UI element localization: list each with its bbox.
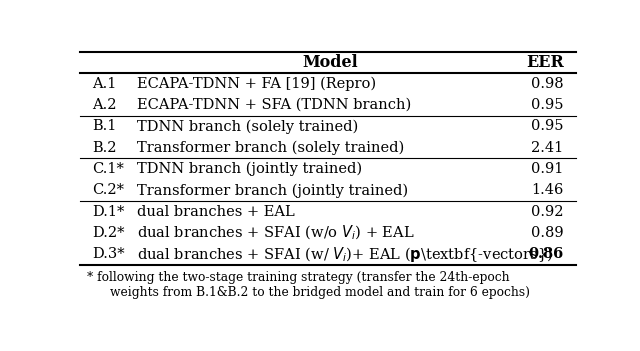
Text: D.3*: D.3* xyxy=(92,247,125,261)
Text: * following the two-stage training strategy (transfer the 24th-epoch: * following the two-stage training strat… xyxy=(88,271,510,284)
Text: ECAPA-TDNN + FA [19] (Repro): ECAPA-TDNN + FA [19] (Repro) xyxy=(137,77,376,91)
Text: 0.92: 0.92 xyxy=(531,205,564,219)
Text: TDNN branch (solely trained): TDNN branch (solely trained) xyxy=(137,119,358,133)
Text: 2.41: 2.41 xyxy=(531,141,564,155)
Text: 0.91: 0.91 xyxy=(531,162,564,176)
Text: A.2: A.2 xyxy=(92,98,117,112)
Text: C.1*: C.1* xyxy=(92,162,124,176)
Text: 0.89: 0.89 xyxy=(531,226,564,240)
Text: B.1: B.1 xyxy=(92,119,116,133)
Text: 0.86: 0.86 xyxy=(529,247,564,261)
Text: weights from B.1&B.2 to the bridged model and train for 6 epochs): weights from B.1&B.2 to the bridged mode… xyxy=(110,286,530,299)
Text: 0.98: 0.98 xyxy=(531,77,564,91)
Text: dual branches + SFAI (w/ $V_i$)+ EAL ($\mathbf{p}$\textbf{-vectors}): dual branches + SFAI (w/ $V_i$)+ EAL ($\… xyxy=(137,245,553,264)
Text: Transformer branch (solely trained): Transformer branch (solely trained) xyxy=(137,140,404,155)
Text: 1.46: 1.46 xyxy=(531,183,564,197)
Text: B.2: B.2 xyxy=(92,141,117,155)
Text: C.2*: C.2* xyxy=(92,183,124,197)
Text: D.1*: D.1* xyxy=(92,205,125,219)
Text: TDNN branch (jointly trained): TDNN branch (jointly trained) xyxy=(137,162,362,176)
Text: A.1: A.1 xyxy=(92,77,116,91)
Text: 0.95: 0.95 xyxy=(531,98,564,112)
Text: EER: EER xyxy=(526,54,564,71)
Text: D.2*: D.2* xyxy=(92,226,125,240)
Text: ECAPA-TDNN + SFA (TDNN branch): ECAPA-TDNN + SFA (TDNN branch) xyxy=(137,98,412,112)
Text: 0.95: 0.95 xyxy=(531,119,564,133)
Text: dual branches + EAL: dual branches + EAL xyxy=(137,205,295,219)
Text: Model: Model xyxy=(303,54,358,71)
Text: dual branches + SFAI (w/o $V_i$) + EAL: dual branches + SFAI (w/o $V_i$) + EAL xyxy=(137,224,415,242)
Text: Transformer branch (jointly trained): Transformer branch (jointly trained) xyxy=(137,183,408,198)
